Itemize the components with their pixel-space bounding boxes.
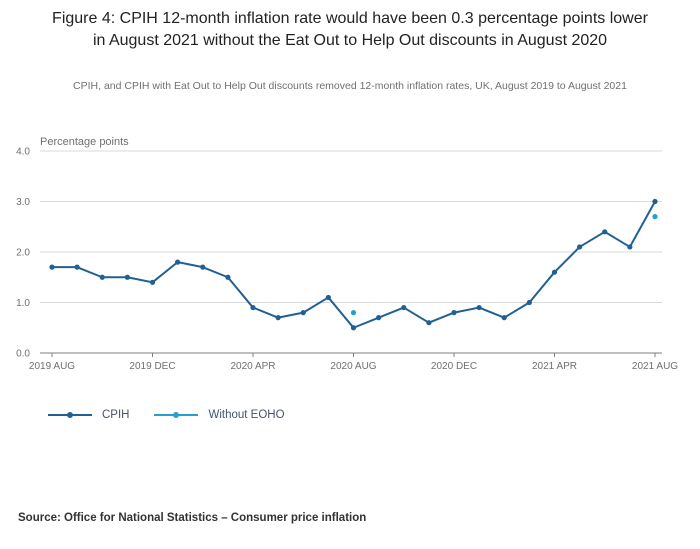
svg-text:2020 APR: 2020 APR (230, 361, 275, 372)
chart-subtitle: CPIH, and CPIH with Eat Out to Help Out … (73, 80, 627, 92)
chart-title: Figure 4: CPIH 12-month inflation rate w… (52, 10, 648, 49)
legend-swatch-cpih (48, 412, 92, 418)
legend-swatch-without-eoho (154, 412, 199, 418)
legend-label-cpih: CPIH (102, 409, 130, 421)
svg-text:1.0: 1.0 (16, 298, 30, 309)
legend-item-cpih: CPIH (47, 409, 129, 421)
source-text: Source: Office for National Statistics –… (18, 512, 367, 524)
svg-text:3.0: 3.0 (16, 197, 30, 208)
svg-text:4.0: 4.0 (16, 147, 30, 158)
svg-text:2020 DEC: 2020 DEC (431, 361, 477, 372)
svg-text:2.0: 2.0 (16, 248, 30, 259)
svg-text:2021 AUG: 2021 AUG (632, 361, 678, 372)
legend-item-without-eoho: Without EOHO (153, 409, 285, 421)
y-axis-unit-label: Percentage points (40, 136, 129, 148)
line-chart: 0.0 1.0 2.0 3.0 4.0 2019 AUG 2019 DEC 2020 APR 2… (16, 147, 678, 373)
svg-text:2021 APR: 2021 APR (532, 361, 577, 372)
svg-text:2020 AUG: 2020 AUG (330, 361, 376, 372)
svg-text:2019 AUG: 2019 AUG (29, 361, 75, 372)
svg-text:0.0: 0.0 (16, 349, 30, 360)
svg-text:2019 DEC: 2019 DEC (129, 361, 175, 372)
chart-legend: CPIH Without EOHO (47, 409, 285, 421)
legend-label-without-eoho: Without EOHO (208, 409, 285, 421)
